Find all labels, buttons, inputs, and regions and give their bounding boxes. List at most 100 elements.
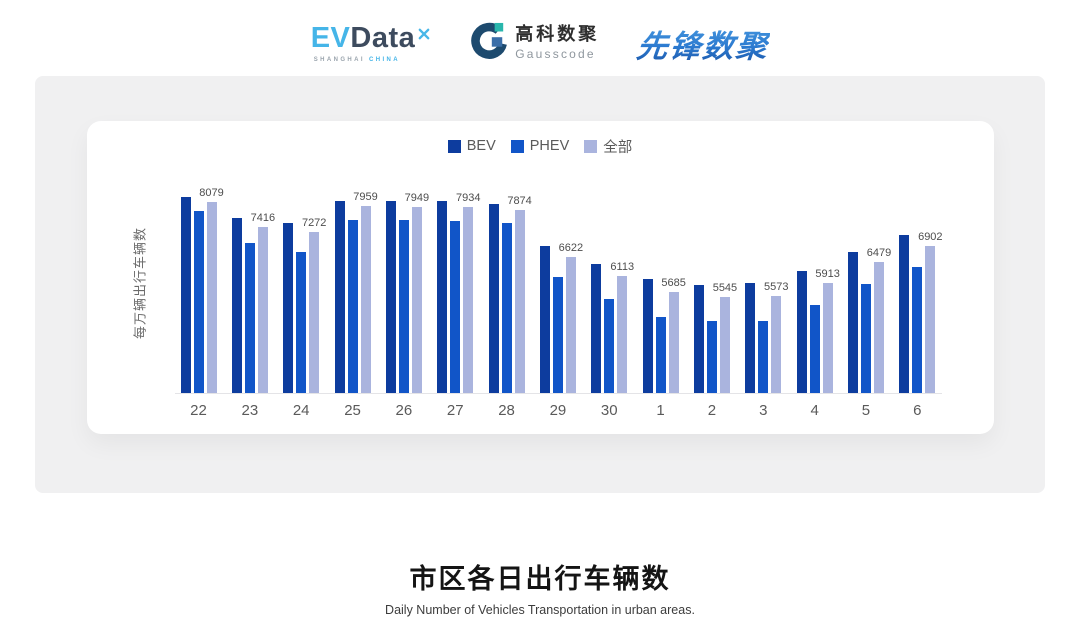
bar-phev xyxy=(758,321,769,393)
bar-bev xyxy=(283,222,294,393)
legend-item-phev: PHEV xyxy=(510,138,570,154)
bar-bev xyxy=(334,200,345,393)
evdata-star-icon xyxy=(417,18,431,47)
bar-group: 7949 26 xyxy=(385,171,429,419)
bar-phev xyxy=(860,283,871,393)
bar-all: 5685 xyxy=(661,277,686,393)
bar-value-label: 7949 xyxy=(404,191,430,204)
gausscode-logo: 高科数聚 Gausscode xyxy=(469,22,599,65)
plot-area: 8079 22 7416 23 7272 24 7959 25 7949 26 7934 27 7874… xyxy=(174,171,943,419)
bar-value-label: 6902 xyxy=(918,231,943,244)
bar-value-label: 5573 xyxy=(764,281,789,294)
bar-value-label: 6622 xyxy=(558,241,584,254)
caption: 市区各日出行车辆数 Daily Number of Vehicles Trans… xyxy=(0,557,1080,617)
bar-value-label: 5685 xyxy=(661,276,686,289)
legend-label: PHEV xyxy=(529,138,570,154)
bar-value-label: 8079 xyxy=(199,186,224,199)
legend-swatch xyxy=(510,139,524,153)
bar-phev xyxy=(501,222,512,393)
bar-bev xyxy=(796,271,807,393)
x-axis-label: 1 xyxy=(656,402,665,419)
bar-bev xyxy=(231,218,242,393)
chart-area: 每万辆出行车辆数 8079 22 7416 23 7272 24 7959 25 7949 26 7… xyxy=(87,171,994,419)
chart-subtitle: Daily Number of Vehicles Transportation … xyxy=(385,603,695,617)
bar-bev xyxy=(899,235,910,393)
x-axis-label: 28 xyxy=(498,402,515,419)
bar-bev xyxy=(539,245,550,393)
bar-bev xyxy=(591,263,602,393)
bar-bev xyxy=(847,251,858,393)
bar-group: 7272 24 xyxy=(283,171,326,419)
bar-value-label: 5913 xyxy=(815,268,840,281)
x-axis-label: 6 xyxy=(913,402,922,419)
bar-all: 6479 xyxy=(867,247,891,393)
bar-value-label: 7416 xyxy=(250,211,276,224)
bar-all: 7959 xyxy=(353,191,378,393)
bar-group: 5913 4 xyxy=(796,171,840,419)
legend-label: BEV xyxy=(466,138,496,154)
gausscode-text: 高科数聚 Gausscode xyxy=(515,24,600,61)
bar-all: 6113 xyxy=(610,261,634,393)
chart-legend: BEV PHEV 全部 xyxy=(87,136,994,157)
evdata-data-text: Data xyxy=(350,21,416,54)
evdata-subtitle: SHANGHAI CHINA xyxy=(311,57,432,63)
x-axis-label: 4 xyxy=(810,402,819,419)
gausscode-en-text: Gausscode xyxy=(515,46,596,61)
bar-value-label: 7874 xyxy=(507,194,532,207)
chart-card: BEV PHEV 全部 每万辆出行车辆数 8079 22 7416 23 7272 24 795… xyxy=(86,121,994,434)
bar-group: 5573 3 xyxy=(745,171,789,419)
legend-swatch xyxy=(447,139,461,153)
legend-item-全部: 全部 xyxy=(584,136,632,157)
x-axis-label: 30 xyxy=(600,402,618,419)
bar-group: 5685 1 xyxy=(642,171,686,419)
bar-value-label: 6113 xyxy=(610,260,635,273)
bar-all: 5573 xyxy=(764,281,789,393)
bar-all: 7934 xyxy=(456,192,480,393)
evdata-shanghai-text: SHANGHAI xyxy=(313,56,365,63)
legend-item-bev: BEV xyxy=(447,138,496,154)
bar-group: 6902 6 xyxy=(899,171,943,419)
chart-panel: BEV PHEV 全部 每万辆出行车辆数 8079 22 7416 23 7272 24 795… xyxy=(35,76,1045,493)
bar-bev xyxy=(488,203,499,393)
x-axis-label: 29 xyxy=(549,402,567,419)
bar-phev xyxy=(244,243,255,393)
bar-bev xyxy=(180,196,191,393)
bar-bev xyxy=(385,200,396,393)
bar-phev xyxy=(706,321,717,393)
x-axis-label: 25 xyxy=(344,402,361,419)
bar-phev xyxy=(398,220,409,393)
legend-swatch xyxy=(584,139,598,153)
bar-bev xyxy=(745,283,756,393)
bar-value-label: 7272 xyxy=(301,217,327,230)
evdata-logo: EV Data SHANGHAI CHINA xyxy=(311,21,432,63)
bar-phev xyxy=(193,210,204,393)
bar-group: 7959 25 xyxy=(334,171,378,419)
gausscode-icon xyxy=(469,22,508,65)
bar-phev xyxy=(809,304,820,393)
bar-all: 5913 xyxy=(815,268,840,393)
bar-all: 7949 xyxy=(405,192,429,393)
bar-value-label: 6479 xyxy=(866,247,892,260)
bar-phev xyxy=(450,221,461,393)
bar-phev xyxy=(912,266,923,393)
bar-phev xyxy=(552,277,563,393)
gausscode-cn-text: 高科数聚 xyxy=(515,24,600,45)
bar-group: 8079 22 xyxy=(180,171,224,419)
bar-phev xyxy=(296,251,307,393)
x-axis-label: 3 xyxy=(759,402,768,419)
x-axis-label: 27 xyxy=(446,402,464,419)
bar-value-label: 7934 xyxy=(455,192,481,205)
x-axis-label: 26 xyxy=(395,402,413,419)
bar-all: 7416 xyxy=(251,212,275,393)
xianfeng-logo: 先锋数聚 xyxy=(635,21,772,66)
bar-bev xyxy=(437,200,448,393)
bar-group: 7934 27 xyxy=(437,171,480,419)
x-axis-label: 22 xyxy=(190,402,207,419)
bar-all: 6902 xyxy=(918,231,943,393)
bar-group: 5545 2 xyxy=(693,171,737,419)
bar-group: 6479 5 xyxy=(847,171,891,419)
bar-group: 6113 30 xyxy=(591,171,634,419)
bar-group: 7416 23 xyxy=(231,171,275,419)
bar-all: 6622 xyxy=(559,242,583,393)
bar-group: 7874 28 xyxy=(488,171,532,419)
